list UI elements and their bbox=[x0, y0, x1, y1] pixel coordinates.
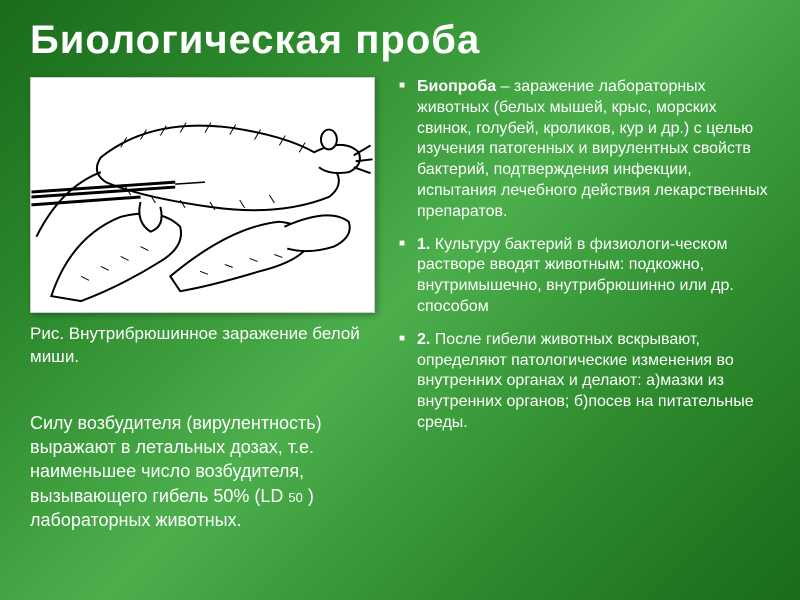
left-paragraph: Силу возбудителя (вирулентность) выражаю… bbox=[30, 411, 375, 532]
bullet-bold: 1. bbox=[417, 236, 430, 253]
bullet-bold: Биопроба bbox=[417, 78, 496, 95]
figure-illustration bbox=[30, 77, 375, 313]
slide-title: Биологическая проба bbox=[30, 18, 770, 63]
bullet-item: 1. Культуру бактерий в физиологи-ческом … bbox=[399, 235, 770, 318]
left-column: Рис. Внутрибрюшинное заражение белой миш… bbox=[30, 77, 375, 532]
ld-subscript: 50 bbox=[288, 490, 302, 505]
bullet-bold: 2. bbox=[417, 331, 430, 348]
left-paragraph-prefix: Силу возбудителя (вирулентность) выражаю… bbox=[30, 413, 322, 506]
bullet-list: Биопроба – заражение лабораторных животн… bbox=[399, 77, 770, 434]
bullet-item: 2. После гибели животных вскрывают, опре… bbox=[399, 330, 770, 434]
content-row: Рис. Внутрибрюшинное заражение белой миш… bbox=[30, 77, 770, 532]
bullet-text: После гибели животных вскрывают, определ… bbox=[417, 331, 754, 431]
mouse-injection-illustration bbox=[31, 78, 374, 312]
figure-caption: Рис. Внутрибрюшинное заражение белой миш… bbox=[30, 323, 375, 369]
right-column: Биопроба – заражение лабораторных животн… bbox=[399, 77, 770, 532]
bullet-text: Культуру бактерий в физиологи-ческом рас… bbox=[417, 236, 734, 315]
bullet-item: Биопроба – заражение лабораторных животн… bbox=[399, 77, 770, 223]
bullet-text: – заражение лабораторных животных (белых… bbox=[417, 78, 768, 220]
slide: Биологическая проба bbox=[0, 0, 800, 600]
